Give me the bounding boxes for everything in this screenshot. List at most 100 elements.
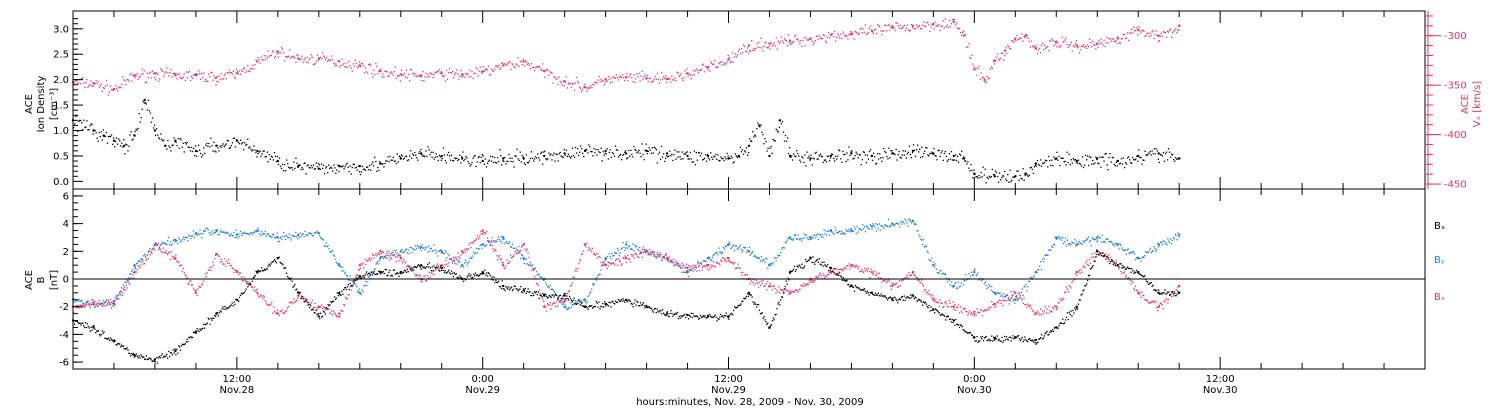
vx-sample-point <box>1097 46 1099 49</box>
vx-sample-point <box>569 82 572 85</box>
by-sample-point <box>158 246 160 248</box>
density-sample-point <box>558 153 560 155</box>
density-sample-point <box>83 119 85 121</box>
bz-sample-point <box>577 267 579 270</box>
bz-sample-point <box>396 256 398 258</box>
bz-sample-point <box>369 260 372 262</box>
vx-sample-point <box>1099 43 1101 45</box>
by-sample-point <box>792 238 795 240</box>
bz-sample-point <box>785 289 787 291</box>
bz-sample-point <box>866 270 868 272</box>
bz-sample-point <box>1060 299 1062 301</box>
by-sample-point <box>1044 254 1046 257</box>
bx-sample-point <box>174 348 176 350</box>
bz-data-point <box>358 264 361 267</box>
bz-sample-point <box>1087 264 1090 267</box>
density-sample-point <box>281 163 284 166</box>
bz-sample-point <box>836 272 838 274</box>
bz-sample-point <box>339 315 341 317</box>
vx-data-point <box>1055 40 1058 43</box>
density-sample-point <box>619 153 622 156</box>
density-sample-point <box>114 146 116 148</box>
bz-sample-point <box>621 263 623 265</box>
vx-sample-point <box>168 75 170 77</box>
vx-sample-point <box>189 79 192 82</box>
bz-sample-point <box>697 263 699 265</box>
bz-sample-point <box>649 249 651 251</box>
by-sample-point <box>375 263 377 265</box>
bz-sample-point <box>575 268 577 270</box>
bz-sample-point <box>1144 298 1146 301</box>
bz-sample-point <box>637 256 639 258</box>
bz-sample-point <box>273 306 275 308</box>
bz-sample-point <box>1165 298 1167 300</box>
density-sample-point <box>80 119 82 122</box>
vx-sample-point <box>1118 42 1121 44</box>
bz-sample-point <box>137 265 139 267</box>
bz-sample-point <box>152 247 154 249</box>
bx-data-point <box>563 294 566 297</box>
density-sample-point <box>1038 164 1041 167</box>
vx-sample-point <box>457 73 459 75</box>
vx-sample-point <box>856 32 858 34</box>
bz-sample-point <box>141 261 143 263</box>
by-sample-point <box>1009 300 1011 302</box>
bz-sample-point <box>125 285 127 287</box>
bz-sample-point <box>336 314 338 317</box>
bz-data-point <box>481 229 484 232</box>
vx-sample-point <box>880 30 882 32</box>
by-sample-point <box>488 241 490 243</box>
density-sample-point <box>482 155 484 157</box>
by-sample-point <box>366 284 368 287</box>
by-sample-point <box>698 262 700 264</box>
density-sample-point <box>138 112 140 115</box>
density-sample-point <box>857 157 859 159</box>
bz-sample-point <box>632 254 634 256</box>
vx-sample-point <box>196 73 199 76</box>
bx-sample-point <box>114 340 116 342</box>
density-sample-point <box>890 150 892 152</box>
by-sample-point <box>217 234 219 236</box>
by-sample-point <box>189 235 191 237</box>
by-sample-point <box>604 260 606 262</box>
vx-sample-point <box>819 37 821 39</box>
vx-sample-point <box>1004 55 1006 57</box>
by-sample-point <box>353 283 355 285</box>
by-sample-point <box>622 242 624 244</box>
bz-sample-point <box>1086 260 1088 262</box>
density-sample-point <box>221 145 223 147</box>
bz-sample-point <box>653 251 655 253</box>
vx-sample-point <box>472 77 474 79</box>
bz-sample-point <box>252 289 255 291</box>
bz-sample-point <box>381 251 384 253</box>
density-sample-point <box>1068 153 1070 155</box>
bz-sample-point <box>978 311 980 313</box>
density-sample-point <box>901 154 903 156</box>
by-sample-point <box>249 234 251 236</box>
bz-sample-point <box>602 261 604 263</box>
bz-sample-point <box>860 270 862 272</box>
vx-sample-point <box>503 65 505 67</box>
by-sample-point <box>834 226 836 228</box>
density-sample-point <box>602 151 604 153</box>
bz-sample-point <box>230 264 232 267</box>
vx-sample-point <box>707 68 709 71</box>
by-sample-point <box>341 270 343 272</box>
vx-sample-point <box>1153 37 1155 39</box>
vx-sample-point <box>1082 44 1085 46</box>
by-sample-point <box>644 250 646 253</box>
by-sample-point <box>1025 284 1027 286</box>
vx-sample-point <box>137 78 139 80</box>
bz-sample-point <box>604 263 607 265</box>
vx-sample-point <box>669 78 671 80</box>
bx-sample-point <box>177 352 179 354</box>
by-sample-point <box>807 238 809 241</box>
density-sample-point <box>397 161 399 163</box>
density-sample-point <box>961 150 963 152</box>
density-data-point <box>665 152 669 155</box>
bz-data-point <box>563 298 566 301</box>
density-sample-point <box>623 153 625 156</box>
by-sample-point <box>356 291 359 293</box>
density-sample-point <box>594 152 596 154</box>
by-sample-point <box>753 256 755 258</box>
